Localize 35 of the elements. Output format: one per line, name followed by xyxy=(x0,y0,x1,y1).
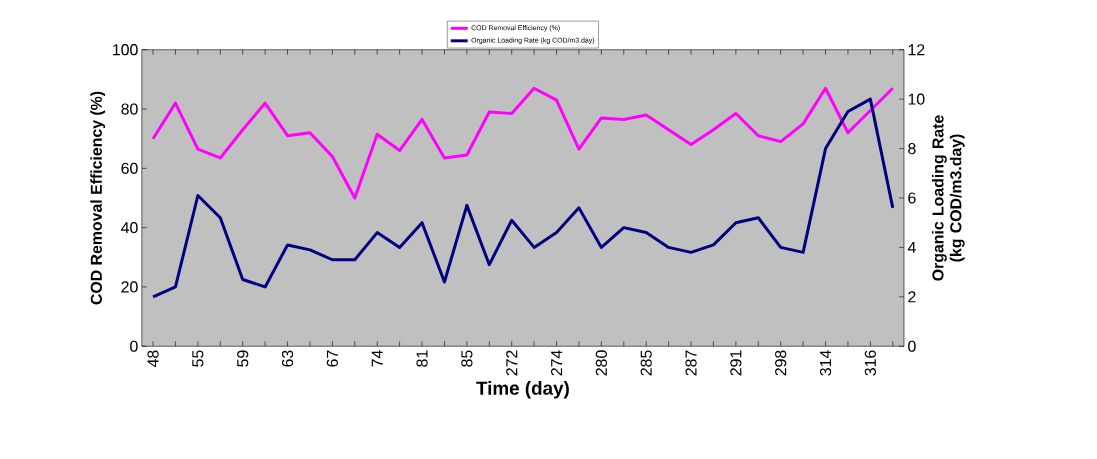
x-tick-label: 272 xyxy=(506,350,518,376)
y-tick-label: 80 xyxy=(121,103,138,115)
x-tick-label: 280 xyxy=(595,350,607,376)
x-tick-label: 291 xyxy=(730,350,742,376)
x-tick-label: 298 xyxy=(775,350,787,376)
y2-tick-label: 2 xyxy=(908,291,916,303)
x-tick-label: 74 xyxy=(371,350,383,367)
x-tick-label: 59 xyxy=(237,350,249,367)
x-tick-label: 287 xyxy=(685,350,697,376)
y2-axis-title: Organic Loading Rate (kg COD/m3.day) xyxy=(931,115,965,281)
x-tick-label: 81 xyxy=(416,350,428,367)
y2-tick-label: 10 xyxy=(908,93,925,105)
y-tick-label: 40 xyxy=(121,222,138,234)
x-tick-label: 274 xyxy=(551,350,563,376)
x-tick-label: 314 xyxy=(819,350,832,376)
x-tick-label: 48 xyxy=(147,350,159,368)
x-tick-label: 285 xyxy=(640,350,652,376)
y2-tick-label: 0 xyxy=(908,340,916,353)
y-axis-title: COD Removal Efficiency (%) xyxy=(90,91,106,305)
y-tick-label: 0 xyxy=(130,340,138,353)
x-tick-label: 55 xyxy=(192,350,204,367)
x-tick-label: 85 xyxy=(461,350,473,367)
y-tick-label: 100 xyxy=(113,44,138,56)
y2-tick-label: 12 xyxy=(908,44,925,56)
y2-tick-label: 4 xyxy=(907,242,916,254)
y2-tick-label: 8 xyxy=(908,143,916,155)
x-axis-title: Time (day) xyxy=(476,381,569,399)
line-series xyxy=(151,97,895,299)
y2-tick-label: 6 xyxy=(908,192,916,204)
y-tick-label: 20 xyxy=(121,281,138,293)
y-tick-label: 60 xyxy=(121,162,138,175)
x-tick-label: 63 xyxy=(281,350,294,367)
x-tick-label: 316 xyxy=(864,350,876,376)
x-tick-label: 67 xyxy=(326,350,338,367)
line-series xyxy=(151,86,895,200)
